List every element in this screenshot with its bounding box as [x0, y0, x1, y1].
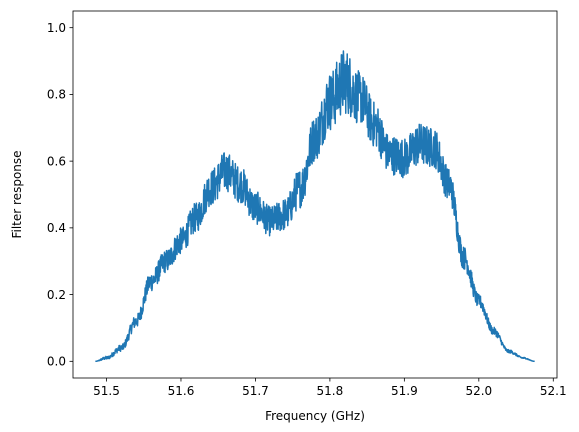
- y-tick-label: 0.2: [47, 288, 66, 302]
- x-tick-label: 51.9: [391, 384, 418, 398]
- x-tick-label: 51.6: [168, 384, 195, 398]
- axes-frame: [72, 10, 558, 379]
- y-tick-label: 0.8: [47, 88, 66, 102]
- y-axis-label: Filter response: [10, 150, 24, 238]
- y-tick-label: 0.0: [47, 355, 66, 369]
- x-tick-label: 52.1: [540, 384, 567, 398]
- y-tick-label: 0.4: [47, 221, 66, 235]
- x-tick-label: 52.0: [465, 384, 492, 398]
- x-axis-label: Frequency (GHz): [265, 409, 365, 423]
- x-tick-label: 51.8: [317, 384, 344, 398]
- y-axis-ticks: 0.0 0.2 0.4 0.6 0.8 1.0: [47, 21, 73, 369]
- y-tick-label: 1.0: [47, 21, 66, 35]
- x-tick-label: 51.7: [242, 384, 269, 398]
- y-tick-label: 0.6: [47, 154, 66, 168]
- x-tick-label: 51.5: [93, 384, 120, 398]
- filter-response-line: [94, 50, 536, 363]
- x-axis-ticks: 51.5 51.6 51.7 51.8 51.9 52.0 52.1: [93, 378, 567, 398]
- plot-area: [94, 50, 536, 363]
